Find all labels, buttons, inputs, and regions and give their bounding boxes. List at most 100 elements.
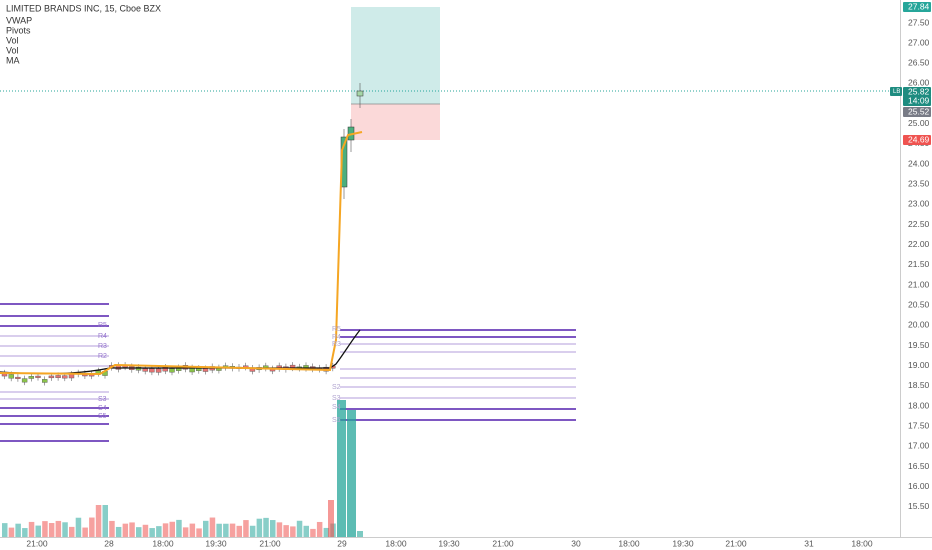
time-tick-label: 18:00 — [385, 538, 407, 548]
price-tick-label: 16.00 — [908, 481, 930, 491]
volume-bar — [290, 526, 296, 537]
price-tick-label: 15.50 — [908, 501, 930, 511]
price-tick-label: 19.50 — [908, 340, 930, 350]
volume-bar — [337, 400, 346, 537]
time-tick-label: 18:00 — [152, 538, 174, 548]
price-tick-label: 16.50 — [908, 461, 930, 471]
volume-bar — [323, 527, 330, 537]
time-tick-label: 19:30 — [438, 538, 460, 548]
volume-bar — [129, 522, 135, 537]
volume-bar — [347, 410, 356, 537]
volume-bar — [75, 517, 82, 537]
volume-bar — [102, 505, 108, 537]
price-tick-label: 17.50 — [908, 421, 930, 431]
time-tick-label: 30 — [571, 538, 581, 548]
volume-bar — [15, 523, 21, 537]
candle-body — [48, 375, 55, 379]
time-tick-label: 21:00 — [725, 538, 747, 548]
volume-bar — [176, 519, 182, 537]
volume-bar — [55, 520, 62, 537]
price-badge — [903, 96, 931, 106]
candle-body — [28, 376, 34, 379]
line-tag — [890, 87, 902, 96]
indicator-label: MA — [6, 55, 20, 65]
line-tag-label: LB — [893, 89, 900, 95]
stop-zone — [351, 104, 440, 140]
price-tick-label: 26.50 — [908, 58, 930, 68]
candle-body — [142, 368, 148, 372]
candle-body — [35, 375, 41, 378]
volume-bar — [310, 528, 316, 537]
time-tick-label: 31 — [804, 538, 814, 548]
candle-body — [42, 379, 48, 383]
price-tick-label: 23.50 — [908, 179, 930, 189]
pivot-label: R5 — [332, 326, 341, 333]
time-tick-label: 19:30 — [205, 538, 227, 548]
target-zone — [351, 7, 440, 104]
volume-bar — [89, 517, 95, 537]
price-tick-label: 25.00 — [908, 118, 930, 128]
pivot-label: R4 — [98, 333, 107, 340]
volume-bar — [283, 525, 289, 537]
symbol-title: LIMITED BRANDS INC, 15, Cboe BZX — [6, 3, 161, 13]
time-tick-label: 28 — [104, 538, 114, 548]
price-tick-label: 27.50 — [908, 17, 930, 27]
time-tick-label: 21:00 — [26, 538, 48, 548]
price-badge — [903, 2, 931, 12]
volume-bar — [2, 523, 8, 537]
price-badge — [903, 107, 931, 117]
volume-bar — [62, 522, 68, 537]
volume-bar — [28, 521, 35, 537]
volume-bar — [95, 505, 102, 537]
volume-bar — [22, 528, 28, 537]
price-tick-label: 18.00 — [908, 400, 930, 410]
volume-bar — [209, 517, 216, 537]
price-tick-label: 18.50 — [908, 380, 930, 390]
volume-bar — [182, 527, 189, 537]
volume-bar — [169, 521, 175, 537]
time-tick-label: 18:00 — [618, 538, 640, 548]
pivot-label: S3 — [332, 395, 341, 402]
pivot-label: R3 — [332, 341, 341, 348]
price-tick-label: 24.00 — [908, 158, 930, 168]
pivot-label: S3 — [98, 396, 107, 403]
candle-body — [62, 375, 68, 379]
volume-bar — [216, 523, 222, 537]
indicator-label: Vol — [6, 35, 19, 45]
volume-bar — [109, 520, 115, 537]
volume-bar — [243, 520, 249, 537]
price-tick-label: 27.00 — [908, 37, 930, 47]
price-tick-label: 22.50 — [908, 219, 930, 229]
volume-bar — [328, 500, 334, 537]
volume-bar — [48, 523, 55, 537]
volume-bar — [223, 523, 229, 537]
plot — [0, 83, 576, 537]
price-badge — [903, 135, 931, 145]
volume-bar — [8, 527, 15, 537]
price-tick-label: 19.00 — [908, 360, 930, 370]
volume-bar — [122, 523, 129, 537]
pivot-label: R3 — [98, 343, 107, 350]
time-tick-label: 21:00 — [259, 538, 281, 548]
volume-bar — [69, 526, 75, 537]
price-badge-label: 24.69 — [908, 134, 930, 144]
volume-bar — [115, 526, 122, 537]
price-tick-label: 17.00 — [908, 441, 930, 451]
volume-bar — [296, 520, 303, 537]
volume-bar — [162, 523, 169, 537]
candle-body — [202, 368, 209, 372]
pivot-label: S5 — [98, 413, 107, 420]
time-tick-label: 29 — [337, 538, 347, 548]
candle-body — [55, 375, 61, 378]
candle-body — [356, 90, 364, 97]
volume-bar — [316, 521, 323, 537]
pivot-label: R4 — [332, 334, 341, 341]
candle-body — [169, 368, 175, 373]
volume-bar — [156, 526, 162, 537]
volume-bar — [303, 525, 309, 537]
pivot-label: S5 — [332, 417, 341, 424]
volume-bar — [142, 524, 149, 537]
volume-bar — [203, 520, 209, 537]
